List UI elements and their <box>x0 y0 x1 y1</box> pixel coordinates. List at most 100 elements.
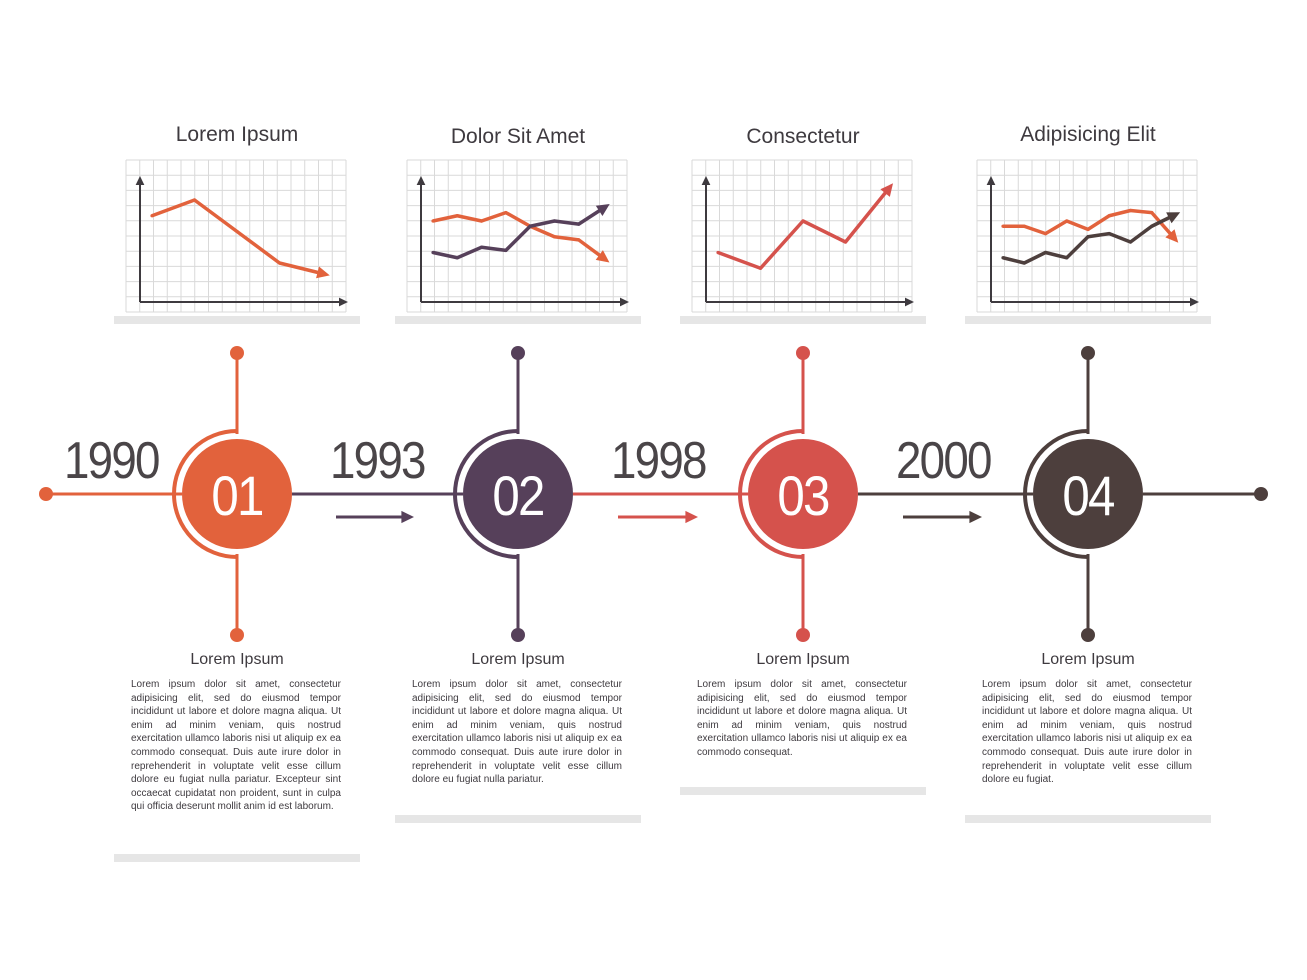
data-point <box>150 214 154 218</box>
series-arrow <box>880 183 894 197</box>
description-title: Lorem Ipsum <box>190 651 284 668</box>
series-line <box>151 198 323 276</box>
data-point <box>1001 224 1005 228</box>
description-shelf <box>114 854 360 862</box>
data-point <box>192 198 197 202</box>
milestone-circle <box>748 439 858 549</box>
connector-bottom-dot <box>796 628 810 642</box>
progress-arrow <box>903 510 982 524</box>
data-point <box>1150 211 1154 215</box>
chart-card <box>965 159 1211 324</box>
data-point <box>1086 227 1090 231</box>
data-point <box>1043 250 1048 255</box>
connector-top-dot <box>1081 346 1095 360</box>
x-axis-arrow <box>904 297 914 307</box>
chart-title: Adipisicing Elit <box>1020 123 1156 146</box>
milestone-ring <box>453 429 519 559</box>
chart-title: Dolor Sit Amet <box>450 125 586 148</box>
series-line <box>432 210 605 260</box>
data-point <box>528 224 532 228</box>
chart-title: Consectetur <box>746 125 860 148</box>
progress-arrow <box>336 510 414 524</box>
milestone-number: 02 <box>492 465 543 528</box>
series-arrow <box>1166 212 1181 224</box>
y-axis-arrow <box>135 176 145 186</box>
data-point <box>431 219 435 223</box>
y-axis-arrow <box>701 176 711 186</box>
description-title: Lorem Ipsum <box>1041 651 1135 668</box>
description-shelf <box>680 787 926 795</box>
data-point <box>504 248 508 252</box>
data-point <box>431 250 435 255</box>
milestone-03: 03 1998 <box>611 159 926 795</box>
series-line <box>432 206 604 260</box>
data-point <box>1043 232 1048 236</box>
chart-card <box>395 159 641 324</box>
data-point <box>552 235 557 239</box>
data-point <box>1107 232 1111 236</box>
data-point <box>1065 256 1069 260</box>
data-point <box>277 261 282 265</box>
data-point <box>479 219 484 223</box>
milestone-01: 01 1990 <box>64 159 360 862</box>
connector-top-dot <box>230 346 244 360</box>
data-point <box>455 256 459 260</box>
data-point <box>716 250 720 255</box>
data-point <box>1150 224 1154 228</box>
description-body: Lorem ipsum dolor sit amet, consectetur … <box>412 679 622 786</box>
milestone-ring <box>1023 429 1089 559</box>
data-point <box>1128 240 1133 244</box>
milestone-number: 01 <box>211 465 262 528</box>
milestone-ring <box>738 429 804 559</box>
description-title: Lorem Ipsum <box>471 651 565 668</box>
chart-card <box>114 159 360 324</box>
data-point <box>843 240 848 244</box>
milestone-04: 04 2000 <box>896 159 1211 823</box>
connector-bottom-dot <box>511 628 525 642</box>
series-line <box>1002 214 1174 265</box>
chart-title: Lorem Ipsum <box>175 123 299 146</box>
data-point <box>235 229 239 234</box>
milestone-circle <box>182 439 292 549</box>
description-body: Lorem ipsum dolor sit amet, consectetur … <box>697 679 907 758</box>
y-axis-arrow <box>986 176 996 186</box>
year-label: 1998 <box>611 432 706 489</box>
description-title: Lorem Ipsum <box>756 651 850 668</box>
data-point <box>577 238 581 242</box>
chart-card <box>680 159 926 324</box>
description-body: Lorem ipsum dolor sit amet, consectetur … <box>131 679 341 813</box>
data-point <box>1022 261 1026 265</box>
chart-shelf <box>395 316 641 324</box>
connector-bottom-dot <box>1081 628 1095 642</box>
year-label: 1993 <box>330 432 425 489</box>
x-axis-arrow <box>338 297 348 307</box>
timeline-start-dot <box>39 487 53 501</box>
data-point <box>801 219 805 223</box>
chart-shelf <box>680 316 926 324</box>
progress-arrow <box>618 510 698 524</box>
milestone-circle <box>1033 439 1143 549</box>
data-point <box>1107 214 1111 218</box>
data-point <box>1086 235 1090 239</box>
data-point <box>577 222 581 226</box>
year-label: 1990 <box>64 432 159 489</box>
data-point <box>1001 256 1005 260</box>
data-point <box>552 219 557 223</box>
milestone-number: 03 <box>777 465 829 528</box>
description-body: Lorem ipsum dolor sit amet, consectetur … <box>982 679 1192 786</box>
data-point <box>455 214 459 218</box>
connector-top-dot <box>511 346 525 360</box>
milestone-02: 02 1993 <box>330 159 641 823</box>
connector-bottom-dot <box>230 628 244 642</box>
series-line <box>1003 208 1175 238</box>
year-label: 2000 <box>896 432 991 489</box>
series-line <box>717 188 890 270</box>
data-point <box>1065 219 1069 223</box>
series-arrow <box>595 250 610 263</box>
arrow-head <box>401 510 414 524</box>
data-point <box>479 245 484 249</box>
milestone-ring <box>172 429 238 559</box>
series-arrow <box>316 266 330 279</box>
data-point <box>758 266 763 270</box>
